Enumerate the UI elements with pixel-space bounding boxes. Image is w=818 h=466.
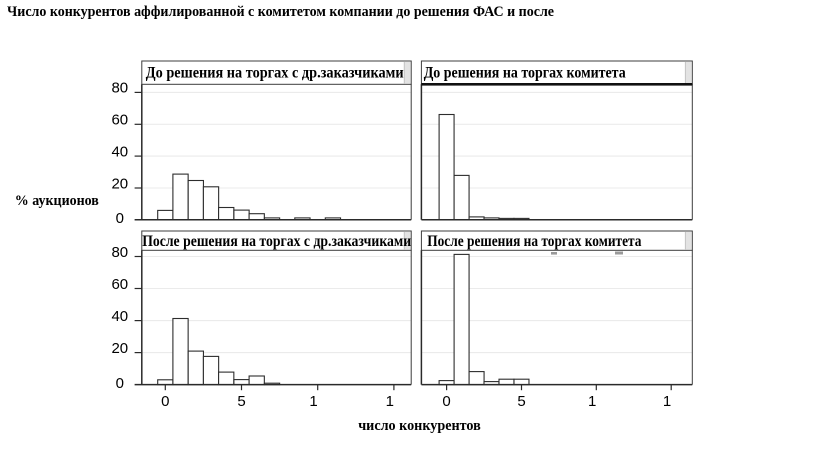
svg-text:80: 80: [111, 244, 128, 261]
svg-text:5: 5: [517, 393, 525, 410]
svg-text:1: 1: [663, 393, 671, 410]
svg-text:20: 20: [111, 340, 128, 357]
svg-text:20: 20: [111, 175, 128, 192]
svg-text:5: 5: [237, 393, 245, 410]
svg-text:40: 40: [111, 308, 128, 325]
svg-text:0: 0: [116, 375, 124, 392]
svg-text:До решения на торгах с др.зака: До решения на торгах с др.заказчиками: [146, 64, 404, 81]
svg-text:0: 0: [442, 393, 450, 410]
svg-text:80: 80: [111, 80, 128, 97]
svg-text:40: 40: [111, 143, 128, 160]
svg-text:60: 60: [111, 276, 128, 293]
svg-text:1: 1: [588, 393, 596, 410]
svg-text:60: 60: [111, 112, 128, 129]
svg-text:До решения на торгах комитета: До решения на торгах комитета: [424, 64, 626, 81]
svg-text:1: 1: [386, 393, 394, 410]
svg-text:После решения на торгах с др.з: После решения на торгах с др.заказчиками: [142, 233, 411, 250]
svg-text:Число конкурентов аффилированн: Число конкурентов аффилированной с комит…: [7, 4, 554, 20]
svg-text:число конкурентов: число конкурентов: [358, 418, 481, 434]
svg-text:После решения на торгах комите: После решения на торгах комитета: [427, 233, 641, 250]
svg-text:% аукционов: % аукционов: [15, 193, 99, 209]
svg-text:1: 1: [309, 393, 317, 410]
svg-text:0: 0: [116, 210, 124, 227]
svg-text:0: 0: [161, 393, 169, 410]
